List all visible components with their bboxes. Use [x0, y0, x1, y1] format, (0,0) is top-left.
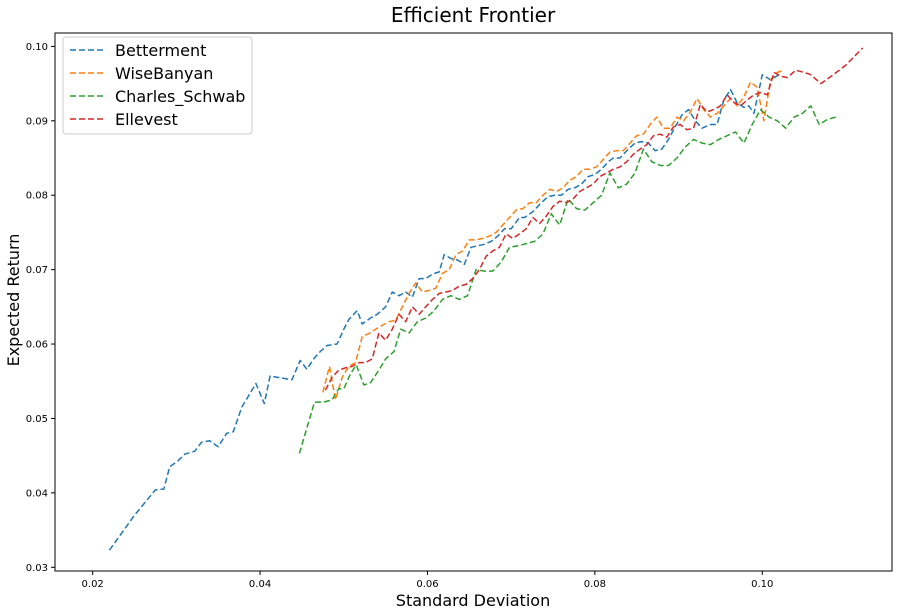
plot-frame — [54, 32, 893, 572]
x-tick-label: 0.02 — [82, 579, 104, 590]
x-tick-label: 0.06 — [416, 579, 438, 590]
series-layer — [108, 47, 864, 551]
legend-label: Ellevest — [115, 110, 178, 129]
y-axis-title: Expected Return — [4, 234, 23, 367]
y-tick-label: 0.06 — [26, 340, 48, 351]
series-line-betterment — [108, 73, 780, 551]
legend-label: WiseBanyan — [115, 64, 213, 83]
y-tick-label: 0.08 — [26, 191, 48, 202]
y-tick-label: 0.04 — [26, 488, 48, 499]
legend-label: Charles_Schwab — [115, 87, 245, 107]
legend-box — [62, 36, 253, 135]
series-line-wisebanyan — [322, 69, 785, 401]
y-tick-label: 0.07 — [26, 265, 48, 276]
series-line-charles-schwab — [298, 105, 837, 454]
y-tick-label: 0.09 — [26, 116, 48, 127]
series-line-ellevest — [324, 47, 864, 391]
legend: Betterment WiseBanyan Charles_Schwab Elleve… — [62, 36, 253, 135]
y-tick-label: 0.03 — [26, 563, 48, 574]
x-axis-title: Standard Deviation — [396, 591, 550, 610]
y-tick-label: 0.10 — [26, 42, 48, 53]
x-axis-ticks: 0.02 0.04 0.06 0.08 0.10 — [82, 571, 773, 590]
x-tick-label: 0.04 — [249, 579, 271, 590]
x-tick-label: 0.08 — [584, 579, 606, 590]
x-tick-label: 0.10 — [751, 579, 773, 590]
chart-title: Efficient Frontier — [391, 3, 556, 27]
y-axis-ticks: 0.03 0.04 0.05 0.06 0.07 0.08 0.09 0.10 — [26, 42, 55, 574]
y-tick-label: 0.05 — [26, 414, 48, 425]
legend-label: Betterment — [115, 41, 206, 60]
